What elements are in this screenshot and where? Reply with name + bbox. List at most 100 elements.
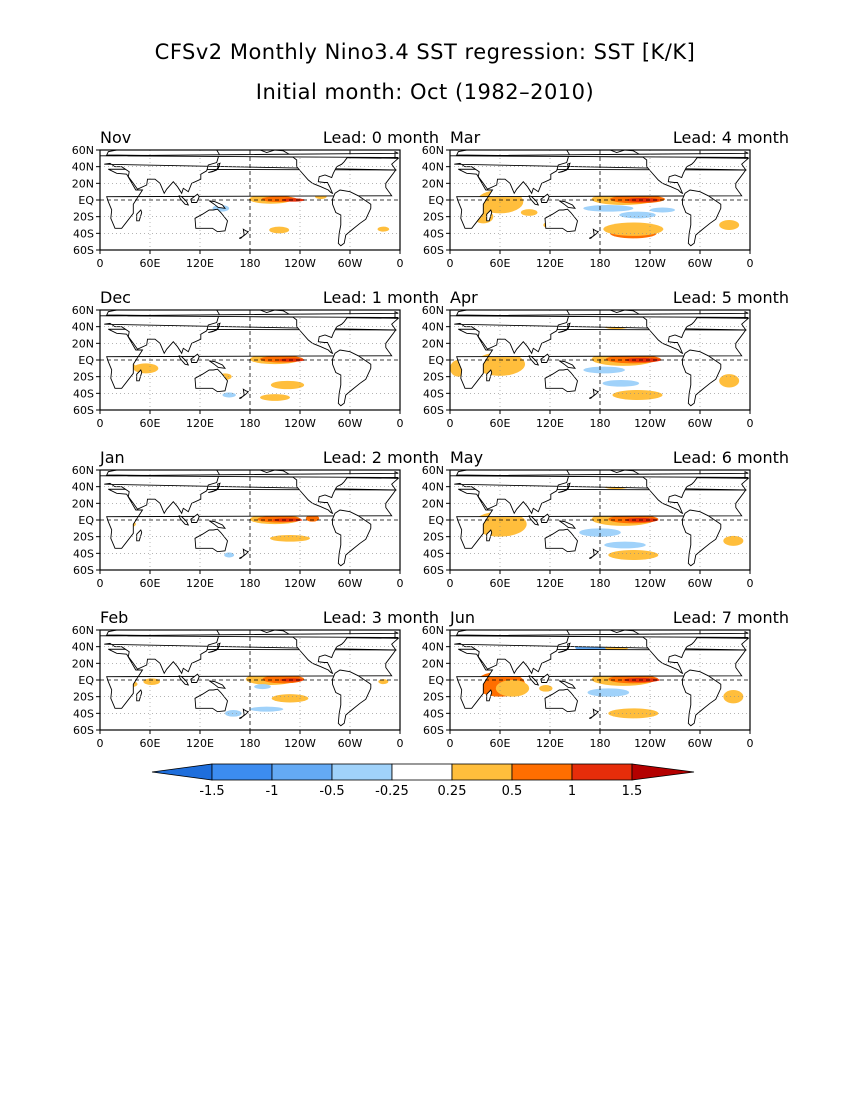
new-zealand-outline: [589, 228, 600, 239]
y-tick-label: EQ: [428, 354, 444, 367]
new-guinea-outline: [558, 360, 576, 369]
x-tick-label: 0: [397, 577, 404, 590]
colorbar-segment: [391, 763, 453, 781]
y-tick-label: 60S: [423, 404, 444, 417]
x-tick-label: 120E: [186, 577, 214, 590]
y-tick-label: 60N: [422, 464, 444, 477]
panel-lead-label: Lead: 4 month: [672, 128, 789, 147]
colorbar-label: -0.25: [375, 784, 409, 799]
new-guinea-outline: [558, 520, 576, 529]
uk-outline: [450, 150, 749, 159]
x-tick-label: 180: [240, 737, 261, 750]
y-tick-label: 40N: [72, 641, 94, 654]
x-tick-label: 60E: [490, 737, 511, 750]
x-tick-label: 0: [397, 737, 404, 750]
x-tick-label: 60W: [338, 417, 363, 430]
panel-month-label: Apr: [450, 288, 478, 307]
madagascar-outline: [486, 529, 493, 542]
south-america-outline: [332, 509, 372, 567]
uk-outline: [450, 310, 749, 319]
new-zealand-outline: [239, 708, 250, 719]
new-zealand-outline: [239, 228, 250, 239]
y-tick-label: 60N: [422, 144, 444, 157]
sumatra-outline: [178, 515, 190, 526]
madagascar-outline: [136, 209, 143, 222]
anomaly-contour: [719, 374, 740, 388]
anomaly-contour: [271, 694, 309, 703]
colorbar-segment: [451, 763, 513, 781]
y-tick-label: 40N: [422, 321, 444, 334]
x-tick-label: 120E: [536, 257, 564, 270]
anomaly-contour: [224, 552, 235, 558]
panel-lead-label: Lead: 2 month: [322, 448, 439, 467]
x-tick-label: 120W: [634, 737, 666, 750]
map-panel-may: May Lead: 6 month 60N 40N 20N EQ 20S 40S 60S 0 60E…: [422, 448, 790, 598]
anomaly-contour: [272, 518, 303, 522]
x-tick-label: 60E: [140, 737, 161, 750]
south-america-outline: [682, 509, 722, 567]
north-america-outline: [609, 630, 701, 675]
colorbar-segment: [331, 763, 393, 781]
north-america-outline: [259, 310, 351, 355]
y-tick-label: 20S: [73, 531, 94, 544]
map-panel-nov: Nov Lead: 0 month 60N 40N 20N EQ 20S 40S 60S 0 60E…: [72, 128, 440, 278]
y-tick-label: EQ: [428, 194, 444, 207]
anomaly-contour: [608, 708, 659, 719]
australia-outline: [544, 528, 578, 553]
x-tick-label: 120E: [536, 417, 564, 430]
panel-month-label: Nov: [100, 128, 132, 147]
chart-title: CFSv2 Monthly Nino3.4 SST regression: SS…: [154, 40, 696, 64]
coastline-layer: [450, 150, 750, 247]
y-tick-label: 60S: [423, 564, 444, 577]
uk-outline: [100, 470, 399, 479]
panel-month-label: Mar: [450, 128, 481, 147]
new-zealand-outline: [589, 388, 600, 399]
australia-outline: [194, 208, 228, 233]
y-tick-label: 60S: [423, 724, 444, 737]
x-tick-label: 60E: [140, 257, 161, 270]
y-tick-label: 60N: [72, 144, 94, 157]
sumatra-outline: [528, 675, 540, 686]
x-tick-label: 120W: [284, 577, 316, 590]
map-panel-mar: Mar Lead: 4 month 60N 40N 20N EQ 20S 40S 60S 0 60E…: [422, 128, 790, 278]
uk-outline: [450, 630, 749, 639]
north-america-outline: [609, 150, 701, 195]
madagascar-outline: [136, 689, 143, 702]
anomaly-contour: [625, 357, 662, 363]
coastline-layer: [100, 470, 400, 567]
anomaly-contour: [377, 226, 390, 232]
madagascar-outline: [486, 209, 493, 222]
anomaly-contour: [539, 685, 553, 692]
x-tick-label: 180: [590, 737, 611, 750]
coastline-layer: [450, 310, 750, 407]
panel-month-label: Jan: [100, 448, 125, 467]
y-tick-label: 40S: [73, 547, 94, 560]
panel-lead-label: Lead: 0 month: [322, 128, 439, 147]
x-tick-label: 60E: [490, 577, 511, 590]
coastline-layer: [450, 470, 750, 567]
borneo-outline: [190, 513, 200, 523]
x-tick-label: 60W: [338, 737, 363, 750]
panel-month-label: Dec: [100, 288, 131, 307]
y-tick-label: EQ: [78, 514, 94, 527]
anomaly-contour: [281, 198, 305, 202]
south-america-outline: [332, 189, 372, 247]
anomaly-contour: [133, 363, 159, 374]
y-tick-label: 60N: [72, 624, 94, 637]
anomaly-contour: [269, 226, 290, 234]
borneo-outline: [540, 353, 550, 363]
x-tick-label: 120E: [186, 737, 214, 750]
anomaly-contour: [608, 550, 659, 560]
uk-outline: [100, 150, 399, 159]
map-panel-dec: Dec Lead: 1 month 60N 40N 20N EQ 20S 40S 60S 0 60E…: [72, 288, 440, 438]
x-tick-label: 0: [447, 577, 454, 590]
anomaly-contour: [143, 678, 160, 685]
y-tick-label: 60S: [73, 564, 94, 577]
sumatra-outline: [178, 355, 190, 366]
y-tick-label: 20N: [72, 177, 94, 190]
x-tick-label: 120W: [634, 417, 666, 430]
